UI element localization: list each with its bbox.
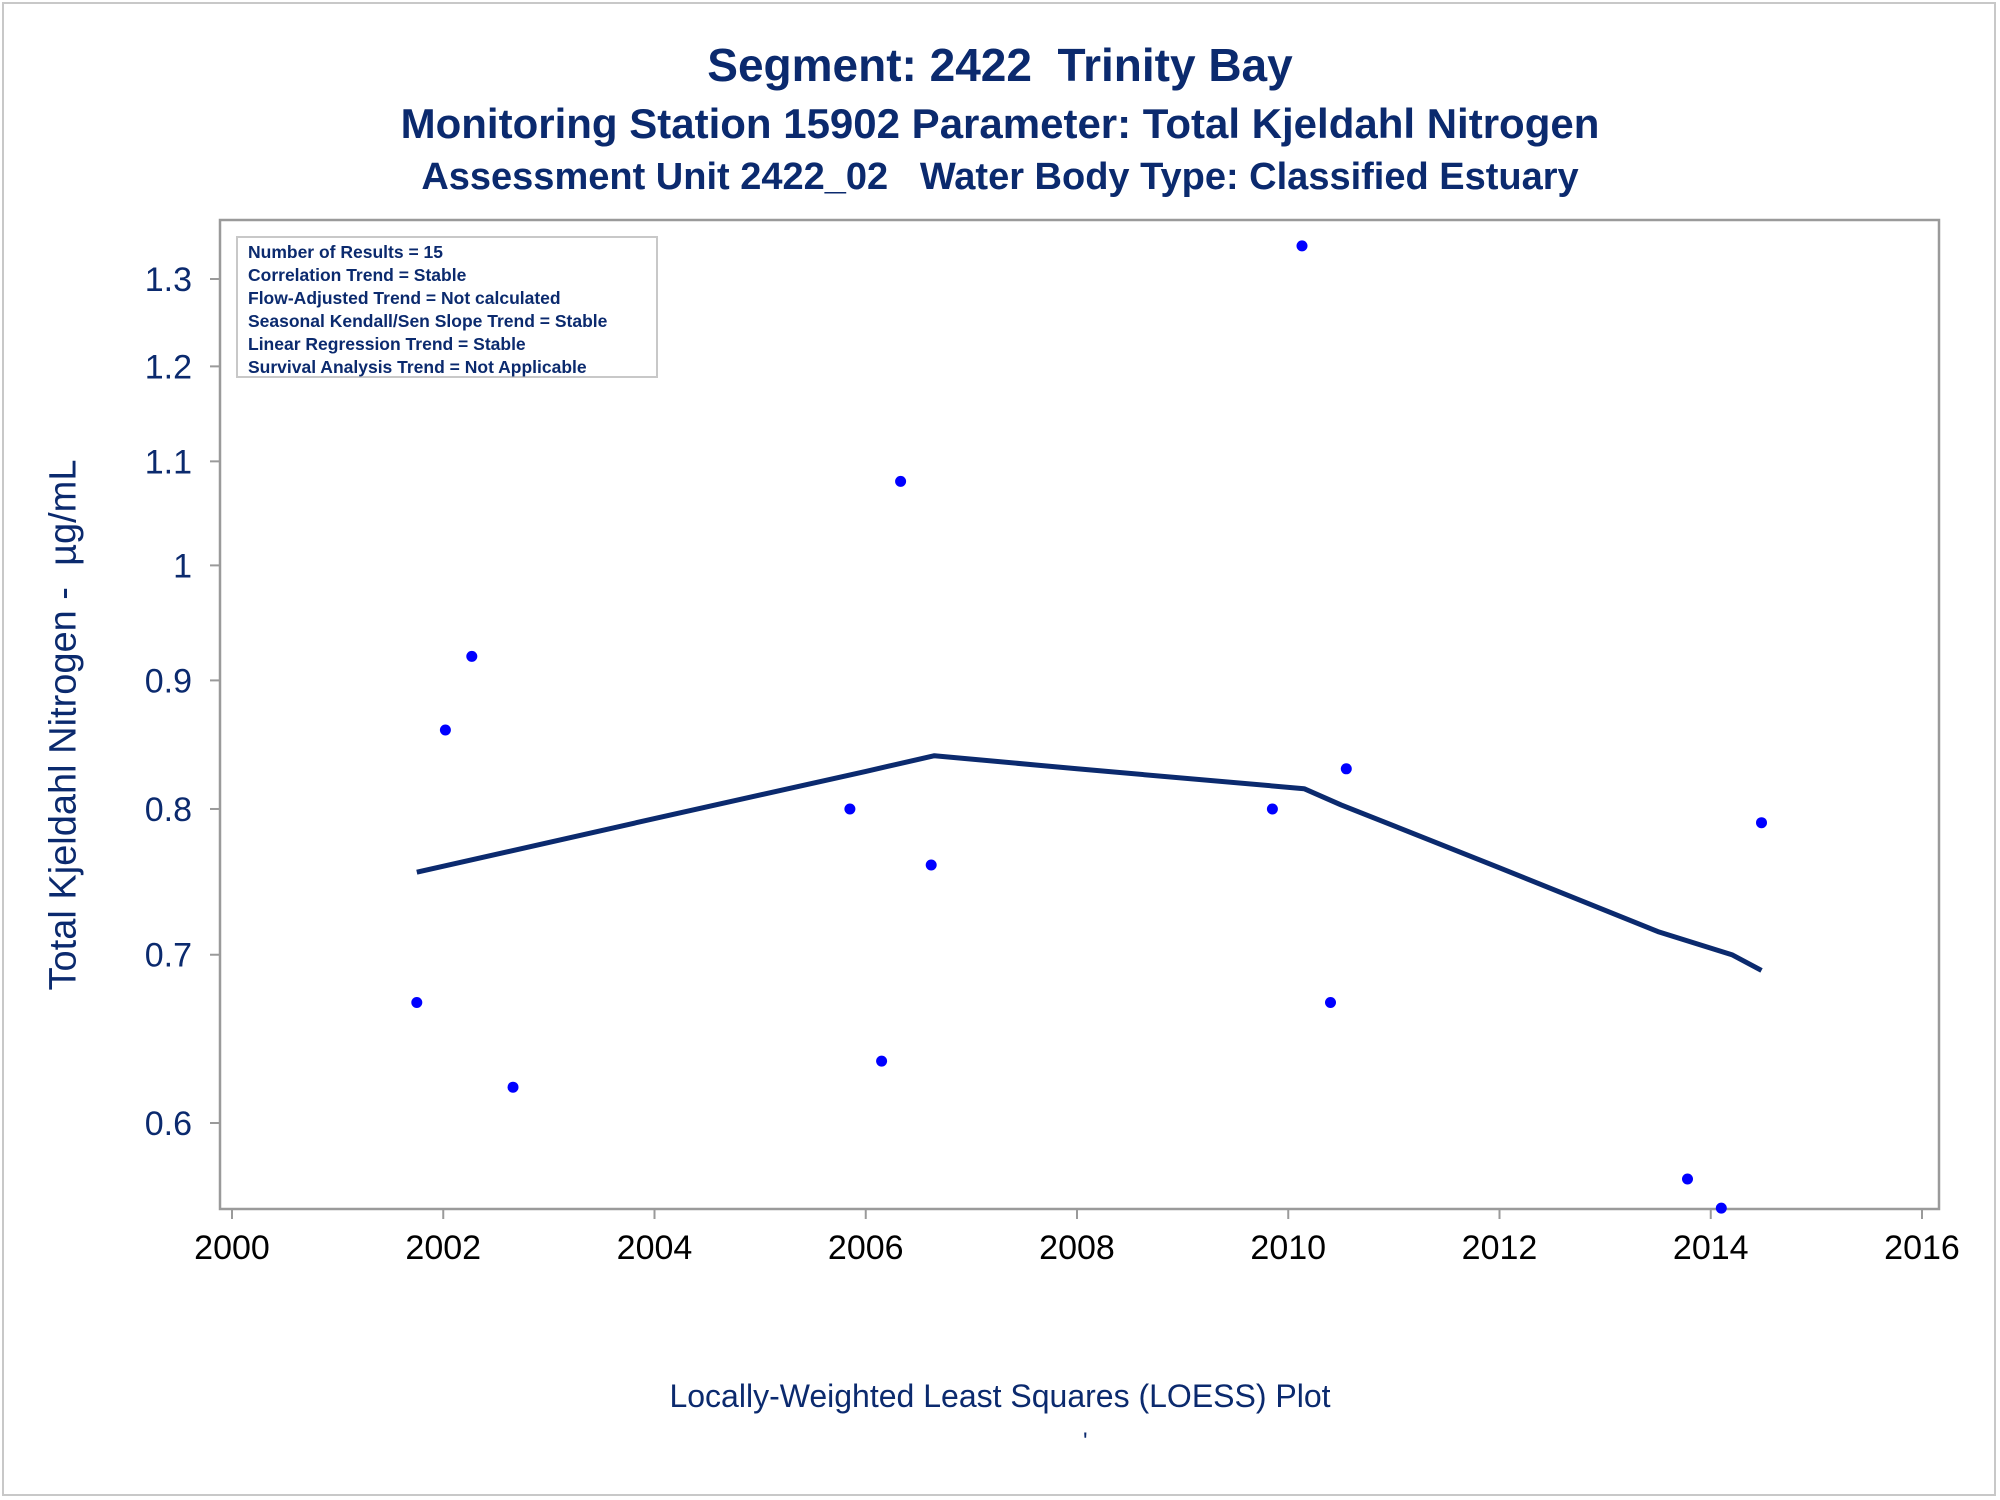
x-tick-label: 2010: [1250, 1229, 1326, 1267]
x-tick-label: 2004: [617, 1229, 693, 1267]
data-point: [1325, 997, 1336, 1008]
info-seasonal-kendall-trend: Seasonal Kendall/Sen Slope Trend = Stabl…: [248, 311, 608, 331]
info-survival-analysis-trend: Survival Analysis Trend = Not Applicable: [248, 357, 587, 377]
data-point: [1715, 1202, 1727, 1214]
plot-description: Locally-Weighted Least Squares (LOESS) P…: [669, 1378, 1331, 1414]
chart-subtitle-2: Assessment Unit 2422_02 Water Body Type:…: [421, 156, 1579, 198]
data-point: [439, 724, 451, 736]
data-point: [1756, 817, 1767, 829]
x-tick-label: 2016: [1884, 1229, 1960, 1267]
data-point: [466, 650, 478, 662]
y-axis-label: Total Kjeldahl Nitrogen - µg/mL: [42, 459, 85, 991]
y-tick-label: 0.8: [145, 791, 192, 829]
x-tick-label: 2000: [194, 1229, 270, 1267]
x-tick-label: 2002: [405, 1229, 481, 1267]
y-tick-label: 1: [173, 547, 192, 585]
y-tick-label: 1.3: [145, 261, 192, 299]
data-point: [844, 803, 856, 815]
info-correlation-trend: Correlation Trend = Stable: [248, 265, 467, 285]
data-point: [895, 475, 907, 487]
loess-trend-line: [416, 753, 1763, 973]
x-tick-label: 2014: [1673, 1229, 1749, 1267]
y-tick-label: 0.7: [145, 937, 192, 975]
data-point: [1266, 803, 1278, 815]
y-tick-label: 1.2: [145, 348, 192, 386]
chart-title: Segment: 2422 Trinity Bay: [707, 39, 1293, 91]
info-flow-adjusted-trend: Flow-Adjusted Trend = Not calculated: [248, 288, 561, 308]
footnote-tick-mark: ': [1083, 1428, 1088, 1455]
data-point: [925, 859, 937, 871]
data-point: [411, 997, 423, 1008]
x-tick-label: 2006: [828, 1229, 904, 1267]
y-tick-label: 0.9: [145, 662, 192, 700]
y-tick-label: 0.6: [145, 1105, 192, 1143]
x-tick-label: 2008: [1039, 1229, 1115, 1267]
chart-subtitle: Monitoring Station 15902 Parameter: Tota…: [400, 100, 1600, 147]
data-point: [1296, 240, 1308, 252]
info-results-count: Number of Results = 15: [248, 242, 443, 262]
data-point: [876, 1055, 888, 1067]
trend-info-box: Number of Results = 15 Correlation Trend…: [236, 236, 658, 378]
y-tick-label: 1.1: [145, 443, 192, 481]
data-point: [1340, 763, 1352, 775]
x-tick-label: 2012: [1462, 1229, 1538, 1267]
data-point: [1682, 1173, 1693, 1185]
plot-area-frame: [218, 218, 1941, 1211]
info-linear-regression-trend: Linear Regression Trend = Stable: [248, 334, 526, 354]
data-point: [507, 1081, 519, 1093]
